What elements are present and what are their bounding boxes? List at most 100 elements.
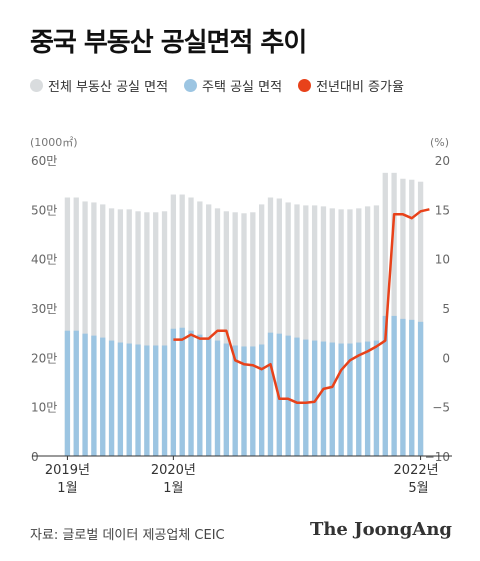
bar-total (356, 208, 362, 456)
bar-housing (223, 343, 229, 456)
bar-total (153, 212, 159, 456)
bar-housing (241, 346, 247, 456)
bar-total (409, 179, 415, 456)
bar-total (329, 208, 335, 456)
bar-housing (250, 346, 256, 456)
bar-total (250, 212, 256, 456)
bar-total (161, 211, 168, 456)
bar-housing (320, 341, 327, 456)
bar-total (285, 202, 291, 456)
bar-total (206, 204, 212, 456)
bar-housing (82, 333, 88, 456)
left-tick-label: 30만 (31, 302, 57, 316)
bar-housing (303, 339, 309, 456)
bar-total (267, 197, 274, 456)
bar-housing (267, 332, 274, 456)
bar-housing (400, 318, 406, 456)
bar-housing (356, 342, 362, 456)
bar-housing (417, 321, 424, 456)
bar-housing (373, 340, 380, 456)
bar-total (320, 206, 327, 456)
bar-housing (364, 341, 371, 456)
bar-total (417, 181, 424, 456)
right-tick-label: 15 (435, 203, 450, 217)
bar-housing (214, 340, 221, 456)
bar-housing (382, 315, 388, 456)
bar-housing (108, 340, 115, 456)
bar-total (400, 178, 406, 456)
bar-total (91, 202, 97, 456)
left-tick-label: 40만 (31, 253, 57, 267)
bar-total (100, 204, 106, 456)
left-tick-label: 50만 (31, 203, 57, 217)
legend-swatch-growth (298, 79, 312, 92)
right-axis-unit: (%) (430, 136, 449, 149)
bar-housing (285, 335, 291, 456)
right-tick-label: −10 (425, 450, 450, 464)
x-tick-label-month: 5월 (408, 481, 428, 496)
legend-swatch-housing (184, 79, 198, 92)
brand-logo: The JoongAng (309, 519, 452, 540)
bar-housing (188, 330, 194, 456)
bar-housing (91, 335, 97, 456)
bar-total (82, 201, 88, 456)
bar-housing (311, 340, 318, 456)
left-tick-label: 10만 (31, 401, 57, 415)
growth-line (173, 208, 430, 404)
bar-total (108, 208, 115, 456)
bar-total (179, 194, 185, 457)
legend-label-total: 전체 부동산 공실 면적 (48, 80, 169, 95)
bar-total (294, 204, 300, 456)
bar-total (126, 209, 132, 456)
legend-item-total: 전체 부동산 공실 면적 (30, 76, 168, 95)
bar-total (232, 212, 238, 456)
bar-housing (135, 344, 141, 456)
bar-total (303, 205, 309, 456)
source-note: 자료: 글로벌 데이터 제공업체 CEIC (30, 528, 225, 543)
bar-total (373, 205, 380, 456)
bar-housing (391, 315, 397, 456)
right-tick-label: 10 (435, 253, 450, 267)
chart-title: 중국 부동산 공실면적 추이 (30, 28, 307, 58)
bar-housing (232, 345, 238, 456)
bar-total (311, 205, 318, 456)
left-tick-label: 0 (31, 450, 39, 464)
legend-label-housing: 주택 공실 면적 (202, 80, 283, 95)
bar-housing (170, 328, 177, 456)
legend-item-housing: 주택 공실 면적 (184, 76, 282, 95)
bar-total (73, 197, 79, 456)
bar-total (117, 209, 124, 456)
bar-total (382, 172, 388, 456)
bar-total (276, 198, 282, 457)
legend-item-growth: 전년대비 증가율 (298, 76, 404, 95)
bar-housing (179, 327, 185, 456)
bar-housing (161, 345, 168, 456)
bar-housing (294, 337, 300, 456)
x-tick-label-year: 2020년 (151, 463, 196, 478)
bar-total (64, 197, 71, 456)
bar-housing (117, 342, 124, 456)
bar-total (144, 212, 150, 456)
legend: 전체 부동산 공실 면적 주택 공실 면적 전년대비 증가율 (30, 76, 404, 95)
bar-total (338, 209, 344, 456)
bar-housing (206, 337, 212, 456)
bar-total (135, 211, 141, 456)
x-tick-label-month: 1월 (163, 481, 183, 496)
x-tick-label-year: 2022년 (394, 463, 439, 478)
bar-housing (259, 344, 265, 456)
left-axis-unit: (1000㎡) (30, 136, 78, 149)
bar-total (197, 201, 203, 456)
legend-label-growth: 전년대비 증가율 (316, 80, 404, 95)
right-tick-label: 0 (442, 351, 450, 365)
bar-housing (338, 343, 344, 456)
bar-housing (347, 343, 353, 456)
bar-housing (144, 345, 150, 456)
bar-housing (153, 345, 159, 456)
bar-total (364, 206, 371, 456)
right-tick-label: 20 (435, 154, 450, 168)
bar-total (241, 213, 247, 456)
bar-housing (100, 337, 106, 456)
bar-housing (409, 319, 415, 456)
bar-housing (64, 330, 71, 456)
